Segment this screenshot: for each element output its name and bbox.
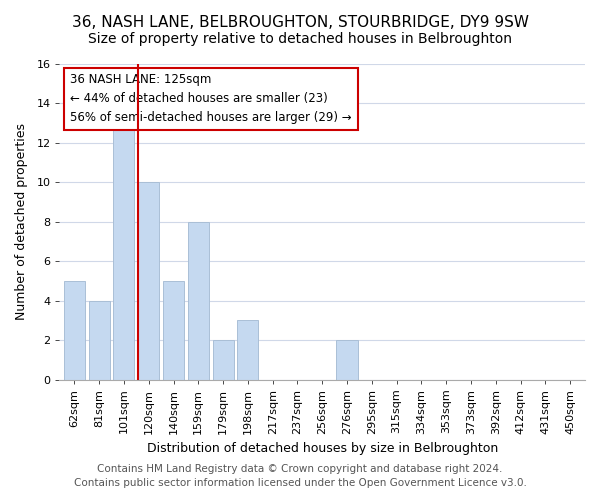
Text: Size of property relative to detached houses in Belbroughton: Size of property relative to detached ho…	[88, 32, 512, 46]
X-axis label: Distribution of detached houses by size in Belbroughton: Distribution of detached houses by size …	[146, 442, 498, 455]
Bar	[138, 182, 159, 380]
Bar	[113, 123, 134, 380]
Bar	[64, 281, 85, 380]
Text: 36, NASH LANE, BELBROUGHTON, STOURBRIDGE, DY9 9SW: 36, NASH LANE, BELBROUGHTON, STOURBRIDGE…	[71, 15, 529, 30]
Text: 36 NASH LANE: 125sqm
← 44% of detached houses are smaller (23)
56% of semi-detac: 36 NASH LANE: 125sqm ← 44% of detached h…	[70, 74, 352, 124]
Bar	[212, 340, 233, 380]
Bar	[238, 320, 259, 380]
Bar	[337, 340, 358, 380]
Bar	[188, 222, 209, 380]
Y-axis label: Number of detached properties: Number of detached properties	[15, 124, 28, 320]
Bar	[163, 281, 184, 380]
Bar	[89, 300, 110, 380]
Text: Contains HM Land Registry data © Crown copyright and database right 2024.
Contai: Contains HM Land Registry data © Crown c…	[74, 464, 526, 487]
